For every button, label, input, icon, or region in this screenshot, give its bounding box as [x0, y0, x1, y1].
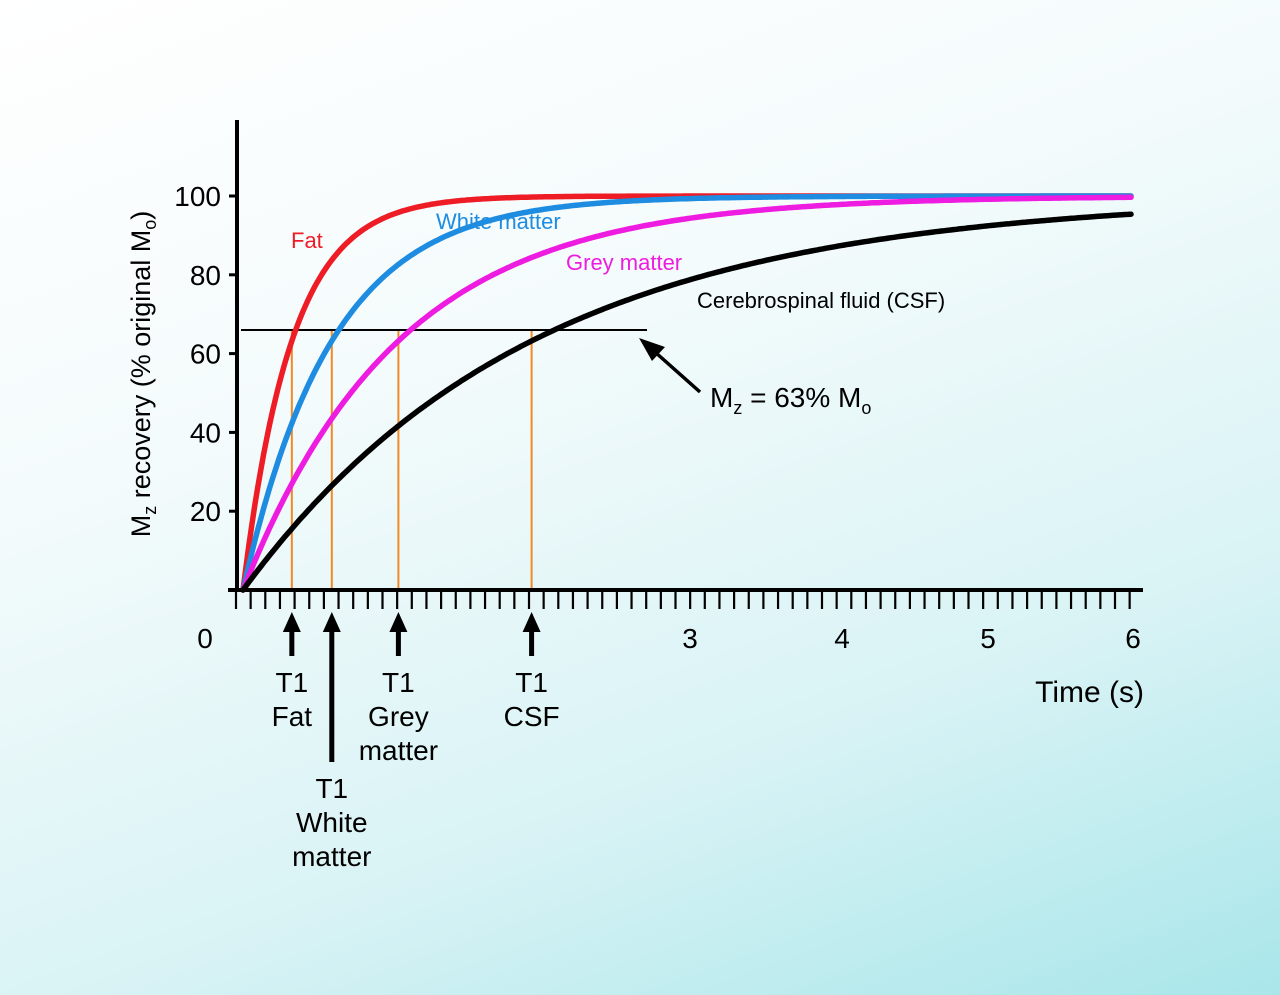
x-ticks: 0 3 4 5 6 — [197, 590, 1141, 654]
t1-marker-label: CSF — [504, 701, 560, 732]
x-tick-label: 5 — [980, 623, 996, 654]
t1-marker-label: T1 — [382, 667, 415, 698]
t1-marker-label: Grey — [368, 701, 429, 732]
series-label-fat: Fat — [291, 228, 323, 253]
series-label-white-matter: White matter — [436, 209, 561, 234]
x-tick-label: 3 — [682, 623, 698, 654]
y-tick-label: 60 — [190, 339, 221, 370]
x-tick-label: 0 — [197, 623, 213, 654]
y-tick-label: 20 — [190, 496, 221, 527]
curve-labels: Fat White matter Grey matter Cerebrospin… — [291, 209, 945, 313]
t1-marker-label: matter — [359, 735, 438, 766]
x-tick-label: 4 — [834, 623, 850, 654]
t1-arrow-head — [389, 612, 408, 632]
curve-fat — [240, 193, 1134, 593]
curve-grey-matter — [240, 194, 1134, 593]
x-axis-label: Time (s) — [1035, 676, 1144, 709]
t1-marker-label: T1 — [275, 667, 308, 698]
t1-marker-label: T1 — [315, 773, 348, 804]
t1-marker-label: Fat — [272, 701, 313, 732]
x-tick-label: 6 — [1125, 623, 1141, 654]
threshold-label: Mz = 63% Mo — [710, 382, 871, 418]
t1-arrow-head — [282, 612, 301, 632]
y-axis-label: Mz recovery (% original Mo) — [126, 211, 160, 538]
recovery-curves — [240, 193, 1134, 593]
series-label-grey-matter: Grey matter — [566, 250, 682, 275]
t1-marker-label: White — [296, 807, 368, 838]
threshold-arrow-shaft — [653, 350, 702, 394]
curve-cerebrospinal-fluid-csf — [240, 211, 1134, 593]
series-label-csf: Cerebrospinal fluid (CSF) — [697, 288, 945, 313]
t1-drop-lines — [290, 329, 533, 590]
y-ticks: 20 40 60 80 100 — [174, 181, 237, 527]
threshold-group — [241, 328, 702, 394]
t1-marker-label: matter — [292, 841, 371, 872]
t1-arrow-head — [322, 612, 341, 632]
y-tick-label: 100 — [174, 181, 221, 212]
y-tick-label: 80 — [190, 260, 221, 291]
axes — [228, 120, 1143, 592]
t1-marker-label: T1 — [515, 667, 548, 698]
threshold-arrow-head — [639, 338, 665, 361]
curve-white-matter — [240, 193, 1134, 593]
y-tick-label: 40 — [190, 417, 221, 448]
t1-arrow-head — [522, 612, 541, 632]
